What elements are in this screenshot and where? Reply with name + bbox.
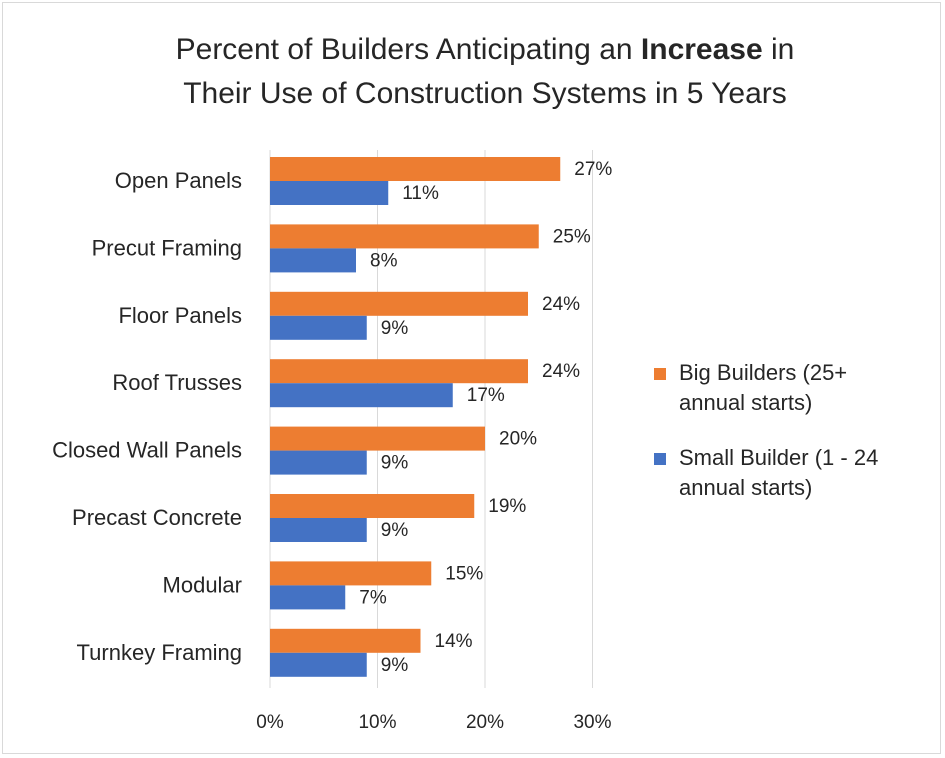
bar-small-builder: [270, 383, 453, 408]
bar-big-builders: [270, 426, 485, 451]
bar-small-builder: [270, 450, 367, 475]
legend-label: annual starts): [679, 475, 812, 500]
data-label: 9%: [381, 655, 409, 676]
category-label: Roof Trusses: [112, 370, 242, 395]
bar-big-builders: [270, 628, 421, 653]
legend-swatch: [654, 368, 666, 380]
x-tick-label: 30%: [573, 712, 611, 733]
data-label: 25%: [553, 226, 591, 247]
data-label: 8%: [370, 250, 398, 271]
category-label: Precut Framing: [92, 235, 242, 260]
title-part: Their Use of Construction Systems in 5 Y…: [183, 77, 787, 110]
data-label: 9%: [381, 318, 409, 339]
bar-big-builders: [270, 359, 528, 384]
data-label: 7%: [359, 587, 387, 608]
bar-big-builders: [270, 224, 539, 249]
category-label: Modular: [163, 572, 242, 597]
chart-title: Percent of Builders Anticipating an Incr…: [0, 28, 945, 116]
category-label: Open Panels: [115, 168, 242, 193]
bar-small-builder: [270, 248, 356, 273]
bar-small-builder: [270, 518, 367, 542]
legend-label: Small Builder (1 - 24: [679, 445, 878, 470]
bar-small-builder: [270, 652, 367, 677]
data-label: 11%: [402, 183, 439, 204]
bar-big-builders: [270, 561, 432, 586]
bar-big-builders: [270, 494, 475, 518]
data-label: 9%: [381, 520, 409, 541]
bar-small-builder: [270, 585, 346, 610]
data-label: 24%: [542, 361, 580, 382]
legend-swatch: [654, 453, 666, 465]
legend-label: Big Builders (25+: [679, 360, 847, 385]
data-label: 24%: [542, 294, 580, 315]
bar-big-builders: [270, 157, 561, 181]
bar-big-builders: [270, 291, 528, 316]
category-label: Turnkey Framing: [77, 640, 242, 665]
data-label: 17%: [467, 385, 505, 406]
category-label: Closed Wall Panels: [52, 438, 242, 463]
category-label: Floor Panels: [118, 303, 242, 328]
x-tick-label: 10%: [358, 712, 396, 733]
data-label: 9%: [381, 453, 409, 474]
bar-small-builder: [270, 315, 367, 340]
bar-small-builder: [270, 181, 389, 205]
title-part: Increase: [640, 33, 763, 66]
title-part: Percent of Builders Anticipating an: [175, 33, 641, 66]
x-tick-label: 20%: [466, 712, 504, 733]
data-label: 19%: [488, 496, 526, 517]
data-label: 14%: [435, 631, 473, 652]
data-label: 27%: [574, 159, 612, 180]
legend-label: annual starts): [679, 390, 812, 415]
data-label: 20%: [499, 429, 537, 450]
title-part: in: [762, 33, 795, 66]
data-label: 15%: [445, 563, 483, 584]
x-tick-label: 0%: [256, 712, 284, 733]
category-label: Precast Concrete: [72, 505, 242, 530]
